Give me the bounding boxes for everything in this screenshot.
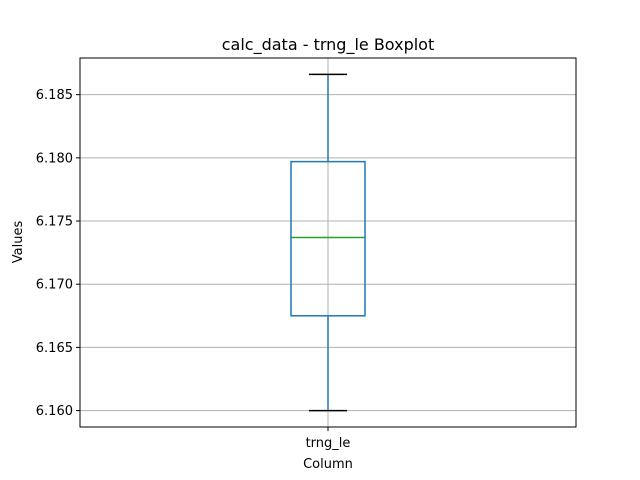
y-tick-label: 6.180 [36,151,73,166]
box-layer [290,73,366,412]
box-trng_le [290,73,366,412]
y-tick-label: 6.170 [36,278,73,293]
y-axis: 6.160 6.165 6.170 6.175 6.180 6.185 [36,88,80,419]
chart-title: calc_data - trng_le Boxplot [222,35,434,55]
x-tick-label: trng_le [306,436,351,451]
y-tick-label: 6.185 [36,88,73,103]
y-tick-label: 6.175 [36,215,73,230]
iqr-box [290,160,366,317]
y-tick-label: 6.165 [36,341,73,356]
x-axis-label: Column [303,457,353,472]
y-tick-label: 6.160 [36,404,73,419]
y-axis-label: Values [11,221,26,264]
x-axis: trng_le [306,427,351,451]
